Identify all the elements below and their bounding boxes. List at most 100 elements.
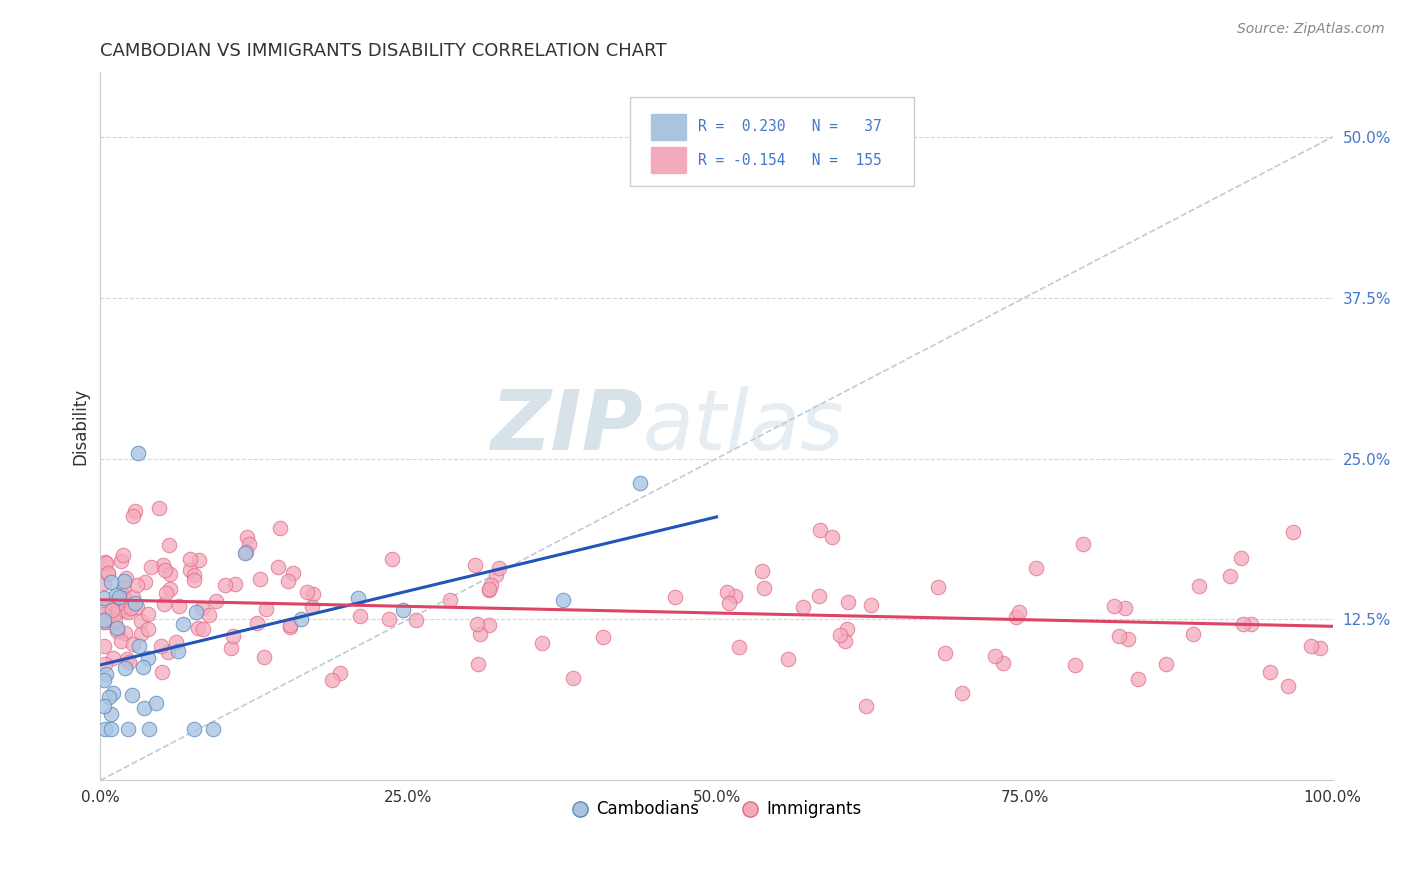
Point: [219, 641, 242, 656]
Point: [97, 566, 120, 580]
Point: [121, 509, 143, 524]
Point: [172, 616, 194, 631]
Point: [187, 621, 209, 635]
Point: [153, 598, 176, 612]
Point: [111, 588, 134, 602]
Point: [1116, 632, 1139, 646]
Point: [280, 620, 302, 634]
Point: [183, 722, 205, 736]
Point: [1258, 665, 1281, 679]
Point: [1277, 679, 1299, 693]
Point: [717, 596, 740, 610]
Point: [127, 578, 149, 592]
Point: [478, 582, 501, 597]
Point: [405, 613, 427, 627]
Point: [93, 591, 115, 605]
Point: [1154, 657, 1177, 671]
Point: [246, 616, 269, 631]
Point: [392, 603, 415, 617]
Point: [561, 671, 583, 685]
Point: [100, 603, 122, 617]
Point: [808, 523, 831, 537]
Point: [592, 630, 614, 644]
Point: [105, 588, 128, 602]
Point: [295, 584, 318, 599]
Point: [224, 576, 246, 591]
Point: [114, 661, 136, 675]
Point: [934, 646, 956, 660]
Point: [108, 590, 131, 604]
Point: [93, 699, 115, 714]
Point: [131, 660, 153, 674]
Point: [778, 652, 800, 666]
Point: [124, 596, 146, 610]
Point: [488, 561, 510, 575]
Text: R = -0.154   N =  155: R = -0.154 N = 155: [697, 153, 882, 168]
Point: [828, 628, 851, 642]
Point: [94, 722, 117, 736]
Point: [129, 627, 152, 641]
Point: [96, 556, 118, 570]
Text: CAMBODIAN VS IMMIGRANTS DISABILITY CORRELATION CHART: CAMBODIAN VS IMMIGRANTS DISABILITY CORRE…: [100, 42, 666, 60]
Point: [290, 613, 312, 627]
Point: [132, 701, 155, 715]
Point: [93, 607, 115, 621]
Point: [349, 608, 371, 623]
Point: [1219, 569, 1241, 583]
Point: [1071, 537, 1094, 551]
Point: [93, 615, 115, 630]
Point: [97, 610, 120, 624]
Point: [233, 546, 256, 560]
Point: [628, 475, 651, 490]
Point: [821, 531, 844, 545]
Point: [127, 599, 149, 614]
Point: [93, 615, 115, 629]
Point: [101, 686, 124, 700]
Point: [752, 581, 775, 595]
Point: [301, 599, 323, 614]
Point: [855, 698, 877, 713]
Point: [93, 602, 115, 616]
Point: [664, 590, 686, 604]
Point: [1128, 673, 1150, 687]
Point: [267, 559, 290, 574]
Point: [115, 602, 138, 616]
Text: R =  0.230   N =   37: R = 0.230 N = 37: [697, 120, 882, 135]
Point: [184, 606, 207, 620]
Point: [157, 539, 180, 553]
Point: [281, 566, 304, 580]
Point: [478, 583, 501, 598]
Point: [100, 707, 122, 722]
Y-axis label: Disability: Disability: [72, 388, 89, 465]
Point: [115, 652, 138, 666]
Point: [136, 607, 159, 622]
Point: [110, 633, 132, 648]
Point: [1008, 605, 1031, 619]
Point: [159, 582, 181, 597]
Point: [93, 673, 115, 687]
Point: [108, 595, 131, 609]
Point: [1181, 627, 1204, 641]
Point: [751, 564, 773, 578]
Point: [150, 665, 173, 679]
Point: [530, 636, 553, 650]
Point: [100, 575, 122, 590]
Point: [145, 697, 167, 711]
Point: [93, 613, 115, 627]
Point: [107, 605, 129, 619]
Point: [114, 571, 136, 585]
Point: [1102, 599, 1125, 614]
Point: [991, 656, 1014, 670]
Point: [167, 599, 190, 613]
Point: [1063, 658, 1085, 673]
Point: [235, 530, 257, 544]
Point: [235, 544, 257, 558]
Point: [97, 690, 120, 705]
Point: [127, 446, 149, 460]
Point: [485, 568, 508, 582]
Point: [103, 650, 125, 665]
Point: [837, 594, 859, 608]
Point: [93, 555, 115, 569]
Point: [1281, 524, 1303, 539]
Point: [122, 638, 145, 652]
